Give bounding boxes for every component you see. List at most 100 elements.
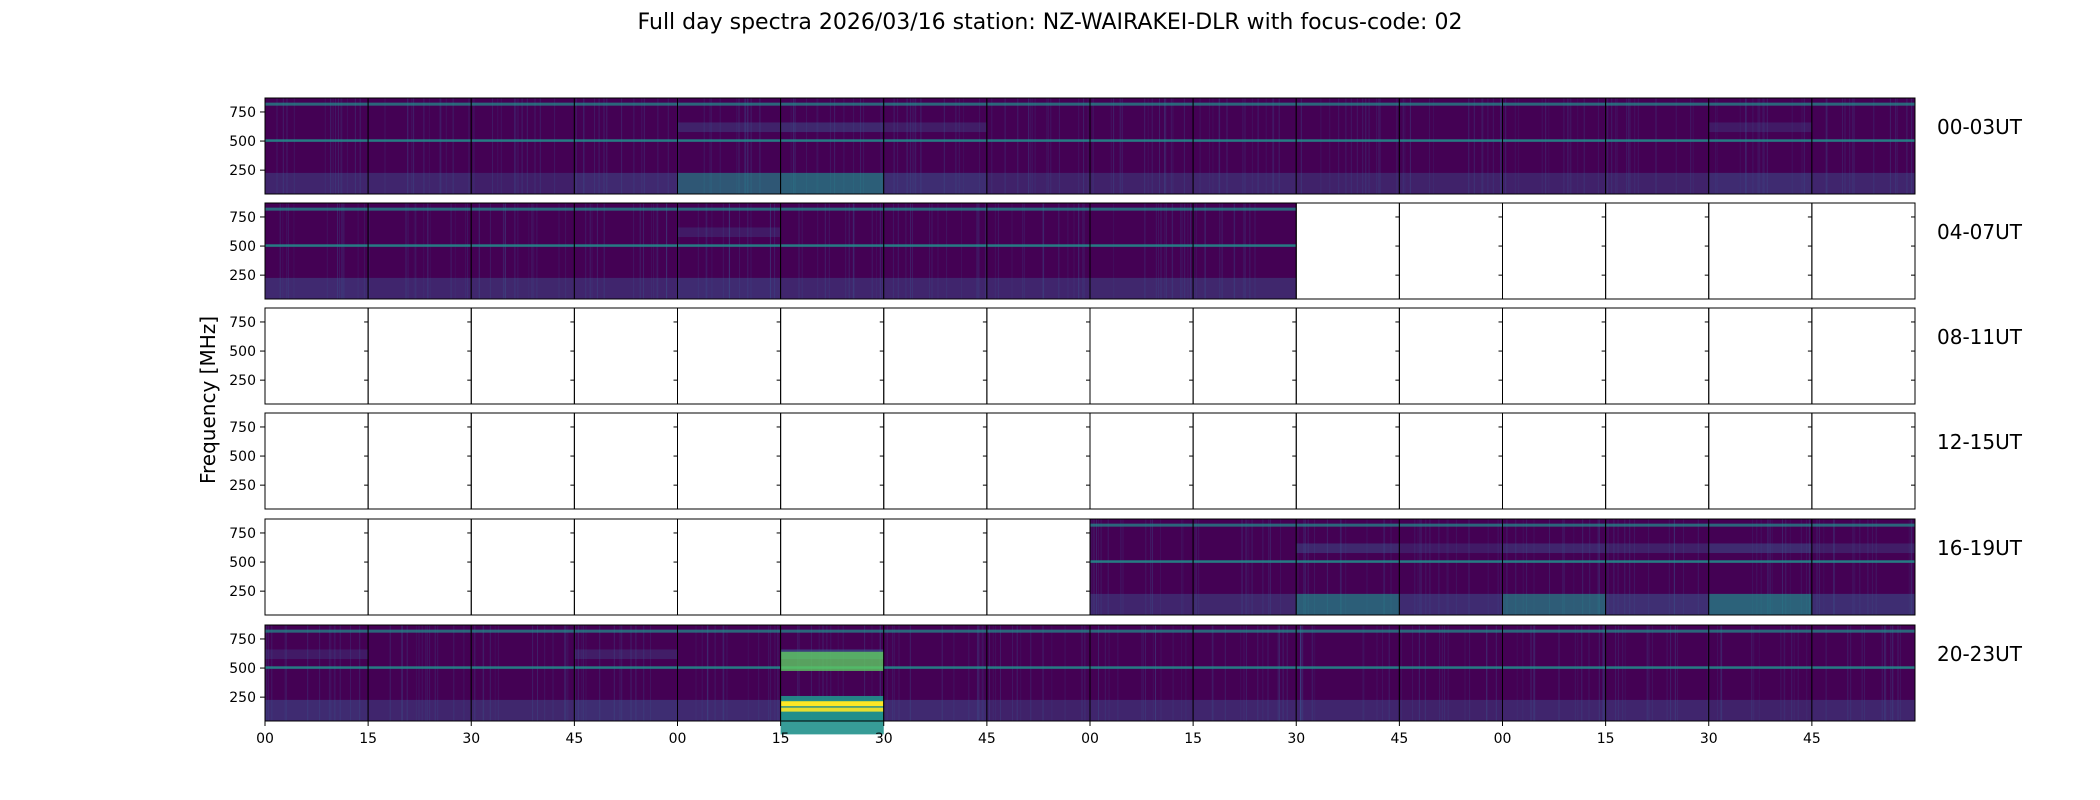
texture-line xyxy=(1303,519,1305,615)
texture-line xyxy=(1533,625,1535,721)
texture-line xyxy=(429,625,431,721)
texture-line xyxy=(906,98,908,194)
x-tick-label: 45 xyxy=(1803,731,1821,747)
texture-line xyxy=(328,625,330,721)
texture-line xyxy=(540,98,541,194)
texture-line xyxy=(452,98,454,194)
texture-line xyxy=(937,203,939,299)
texture-line xyxy=(991,98,993,194)
texture-line xyxy=(1622,625,1624,721)
texture-line xyxy=(1797,625,1799,721)
texture-line xyxy=(1183,98,1185,194)
texture-line xyxy=(1091,519,1093,615)
texture-line xyxy=(583,625,584,721)
spectrogram-panel xyxy=(367,412,472,510)
texture-line xyxy=(591,203,593,299)
texture-line xyxy=(1806,519,1807,615)
texture-line xyxy=(639,203,641,299)
texture-line xyxy=(1892,625,1894,721)
texture-line xyxy=(1801,98,1803,194)
spectrogram-panel xyxy=(677,518,782,616)
emission-line xyxy=(574,666,678,669)
panel-background xyxy=(1296,625,1400,721)
texture-line xyxy=(657,203,659,299)
texture-line xyxy=(1871,519,1873,615)
texture-line xyxy=(341,203,343,299)
emission-line xyxy=(1296,139,1400,142)
spectrogram-panel xyxy=(1089,624,1194,722)
texture-line xyxy=(1569,98,1571,194)
texture-line xyxy=(794,98,796,194)
texture-line xyxy=(723,625,725,721)
texture-line xyxy=(798,203,800,299)
texture-line xyxy=(806,98,807,194)
texture-line xyxy=(1624,625,1626,721)
texture-line xyxy=(863,98,865,194)
texture-line xyxy=(1562,519,1564,615)
texture-line xyxy=(1073,203,1075,299)
texture-line xyxy=(736,98,738,194)
texture-line xyxy=(1194,519,1196,615)
y-tick-label: 250 xyxy=(229,584,256,600)
texture-line xyxy=(1647,625,1649,721)
emission-line xyxy=(265,139,369,142)
emission-line xyxy=(986,666,1090,669)
texture-line xyxy=(747,98,749,194)
texture-line xyxy=(706,625,708,721)
texture-line xyxy=(678,203,680,299)
spectrogram-panel xyxy=(1295,202,1400,300)
spectrogram-panel xyxy=(780,518,885,616)
texture-line xyxy=(898,625,900,721)
texture-line xyxy=(1806,625,1808,721)
texture-line xyxy=(1624,519,1625,615)
row-time-label: 20-23UT xyxy=(1937,642,2023,666)
low-band xyxy=(1605,699,1709,721)
low-band xyxy=(1605,593,1709,615)
texture-line xyxy=(1160,625,1162,721)
spectrogram-panel xyxy=(1502,624,1607,722)
panel-background xyxy=(1090,625,1194,721)
panel-background xyxy=(1399,98,1503,194)
texture-line xyxy=(1890,625,1892,721)
low-band xyxy=(780,172,884,194)
mid-band xyxy=(574,649,678,660)
emission-line xyxy=(1605,139,1709,142)
emission-line xyxy=(1090,629,1194,633)
emission-line xyxy=(1193,244,1297,247)
texture-line xyxy=(1441,625,1443,721)
texture-line xyxy=(655,203,657,299)
panel-frame xyxy=(1605,202,1710,300)
panel-frame xyxy=(780,412,885,510)
emission-line xyxy=(1193,523,1297,527)
texture-line xyxy=(979,203,981,299)
texture-line xyxy=(554,98,556,194)
texture-line xyxy=(359,625,361,721)
texture-line xyxy=(1279,625,1280,721)
texture-line xyxy=(1783,625,1785,721)
spectrogram-panel xyxy=(1192,624,1297,722)
texture-line xyxy=(830,625,832,721)
spectrogram-panel xyxy=(1605,202,1710,300)
texture-line xyxy=(575,98,577,194)
texture-line xyxy=(1767,519,1769,615)
texture-line xyxy=(1629,98,1631,194)
texture-line xyxy=(1084,625,1086,721)
texture-line xyxy=(860,98,861,194)
texture-line xyxy=(1833,519,1835,615)
row-time-label: 08-11UT xyxy=(1937,325,2023,349)
emission-line xyxy=(1708,666,1812,669)
y-tick-label: 250 xyxy=(229,163,256,179)
texture-line xyxy=(943,98,945,194)
panel-frame xyxy=(1295,202,1400,300)
spectrogram-panel xyxy=(986,307,1091,405)
texture-line xyxy=(429,203,431,299)
texture-line xyxy=(1042,625,1044,721)
y-tick-label: 500 xyxy=(229,661,256,677)
emission-line xyxy=(265,102,369,106)
texture-line xyxy=(1549,519,1550,615)
texture-line xyxy=(594,98,595,194)
texture-line xyxy=(1340,519,1342,615)
texture-line xyxy=(288,203,289,299)
spectrogram-panel xyxy=(1502,307,1607,405)
texture-line xyxy=(1108,625,1110,721)
